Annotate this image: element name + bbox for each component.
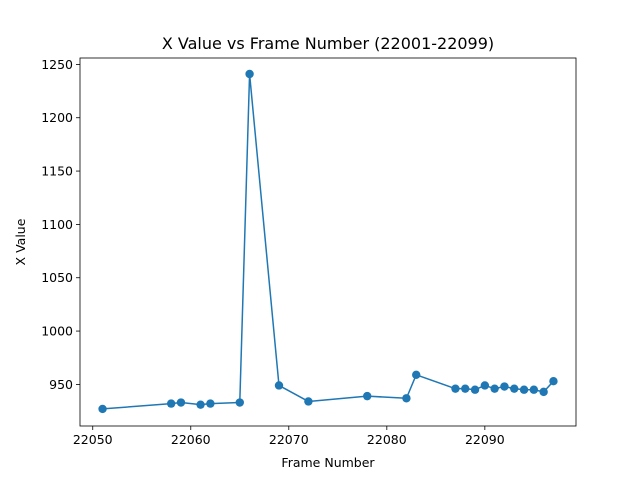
data-point: [500, 382, 509, 391]
data-point: [451, 384, 460, 393]
data-point: [412, 370, 421, 379]
y-tick-label: 1050: [41, 270, 73, 285]
x-tick-label: 22080: [367, 432, 407, 447]
data-point: [98, 404, 107, 414]
data-point: [549, 377, 558, 386]
data-point: [510, 384, 519, 393]
plot-area: 22050 22060 22070 22080 22090 950 1000 1050 1100…: [41, 57, 577, 447]
y-tick-label: 1100: [41, 217, 73, 232]
data-point: [206, 399, 215, 408]
x-tick-label: 22050: [73, 432, 113, 447]
data-point: [196, 400, 205, 409]
data-point: [529, 385, 539, 394]
y-tick-label: 1150: [41, 164, 73, 179]
x-axis-label: Frame Number: [281, 455, 375, 470]
x-tick-label: 22070: [269, 432, 309, 447]
y-axis-label: X Value: [13, 218, 28, 265]
data-point: [461, 384, 470, 393]
y-tick-label: 950: [49, 377, 73, 392]
x-tick-label: 22060: [171, 432, 211, 447]
data-point: [245, 69, 254, 79]
data-point: [166, 399, 176, 408]
chart-title: X Value vs Frame Number (22001-22099): [162, 34, 494, 53]
data-point: [470, 385, 480, 394]
data-point: [363, 391, 372, 401]
data-point: [304, 397, 313, 406]
y-tick-label: 1200: [41, 110, 73, 125]
data-point: [176, 398, 186, 407]
data-point: [480, 381, 490, 390]
data-point: [402, 394, 411, 403]
data-point: [235, 398, 244, 407]
data-point: [490, 384, 499, 393]
axes-frame: [79, 57, 577, 427]
data-point: [274, 381, 284, 390]
data-point: [519, 385, 529, 394]
data-point: [539, 387, 548, 397]
y-tick-label: 1250: [41, 57, 73, 72]
x-tick-label: 22090: [465, 432, 505, 447]
y-tick-label: 1000: [41, 324, 73, 339]
